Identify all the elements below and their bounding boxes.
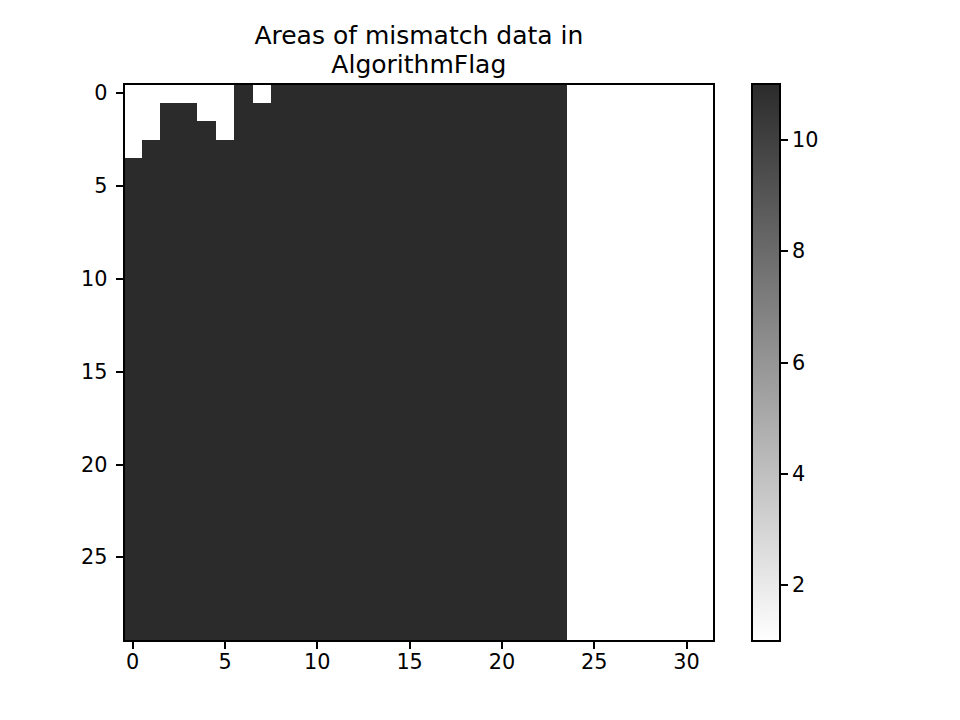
x-tick bbox=[316, 642, 318, 649]
colorbar-tick bbox=[781, 362, 788, 364]
x-tick bbox=[409, 642, 411, 649]
x-tick-label: 20 bbox=[489, 651, 515, 673]
y-tick bbox=[116, 185, 123, 187]
y-tick-label: 0 bbox=[48, 82, 108, 104]
figure: Areas of mismatch data in AlgorithmFlag … bbox=[0, 0, 960, 720]
x-tick bbox=[501, 642, 503, 649]
x-tick bbox=[686, 642, 688, 649]
y-tick bbox=[116, 464, 123, 466]
x-tick-label: 10 bbox=[304, 651, 330, 673]
colorbar-border bbox=[751, 83, 781, 642]
x-tick-label: 0 bbox=[126, 651, 139, 673]
colorbar-tick bbox=[781, 584, 788, 586]
y-tick bbox=[116, 556, 123, 558]
x-tick bbox=[224, 642, 226, 649]
x-tick-label: 25 bbox=[581, 651, 607, 673]
chart-title-line2: AlgorithmFlag bbox=[124, 50, 715, 79]
chart-title-line1: Areas of mismatch data in bbox=[124, 21, 715, 50]
x-tick bbox=[132, 642, 134, 649]
chart-title: Areas of mismatch data in AlgorithmFlag bbox=[124, 21, 715, 79]
x-tick-label: 30 bbox=[673, 651, 699, 673]
y-tick bbox=[116, 371, 123, 373]
colorbar-tick-label: 8 bbox=[792, 240, 805, 262]
y-tick-label: 25 bbox=[48, 546, 108, 568]
colorbar-tick-label: 2 bbox=[792, 574, 805, 596]
y-tick-label: 10 bbox=[48, 268, 108, 290]
colorbar-tick-label: 10 bbox=[792, 129, 818, 151]
y-tick-label: 20 bbox=[48, 454, 108, 476]
x-tick bbox=[593, 642, 595, 649]
y-tick-label: 5 bbox=[48, 175, 108, 197]
y-tick bbox=[116, 92, 123, 94]
colorbar-tick bbox=[781, 473, 788, 475]
y-tick bbox=[116, 278, 123, 280]
x-tick-label: 15 bbox=[396, 651, 422, 673]
x-tick-label: 5 bbox=[218, 651, 231, 673]
colorbar-tick bbox=[781, 250, 788, 252]
colorbar-tick-label: 4 bbox=[792, 463, 805, 485]
y-tick-label: 15 bbox=[48, 361, 108, 383]
colorbar-tick-label: 6 bbox=[792, 352, 805, 374]
plot-border bbox=[123, 83, 716, 642]
colorbar-tick bbox=[781, 139, 788, 141]
